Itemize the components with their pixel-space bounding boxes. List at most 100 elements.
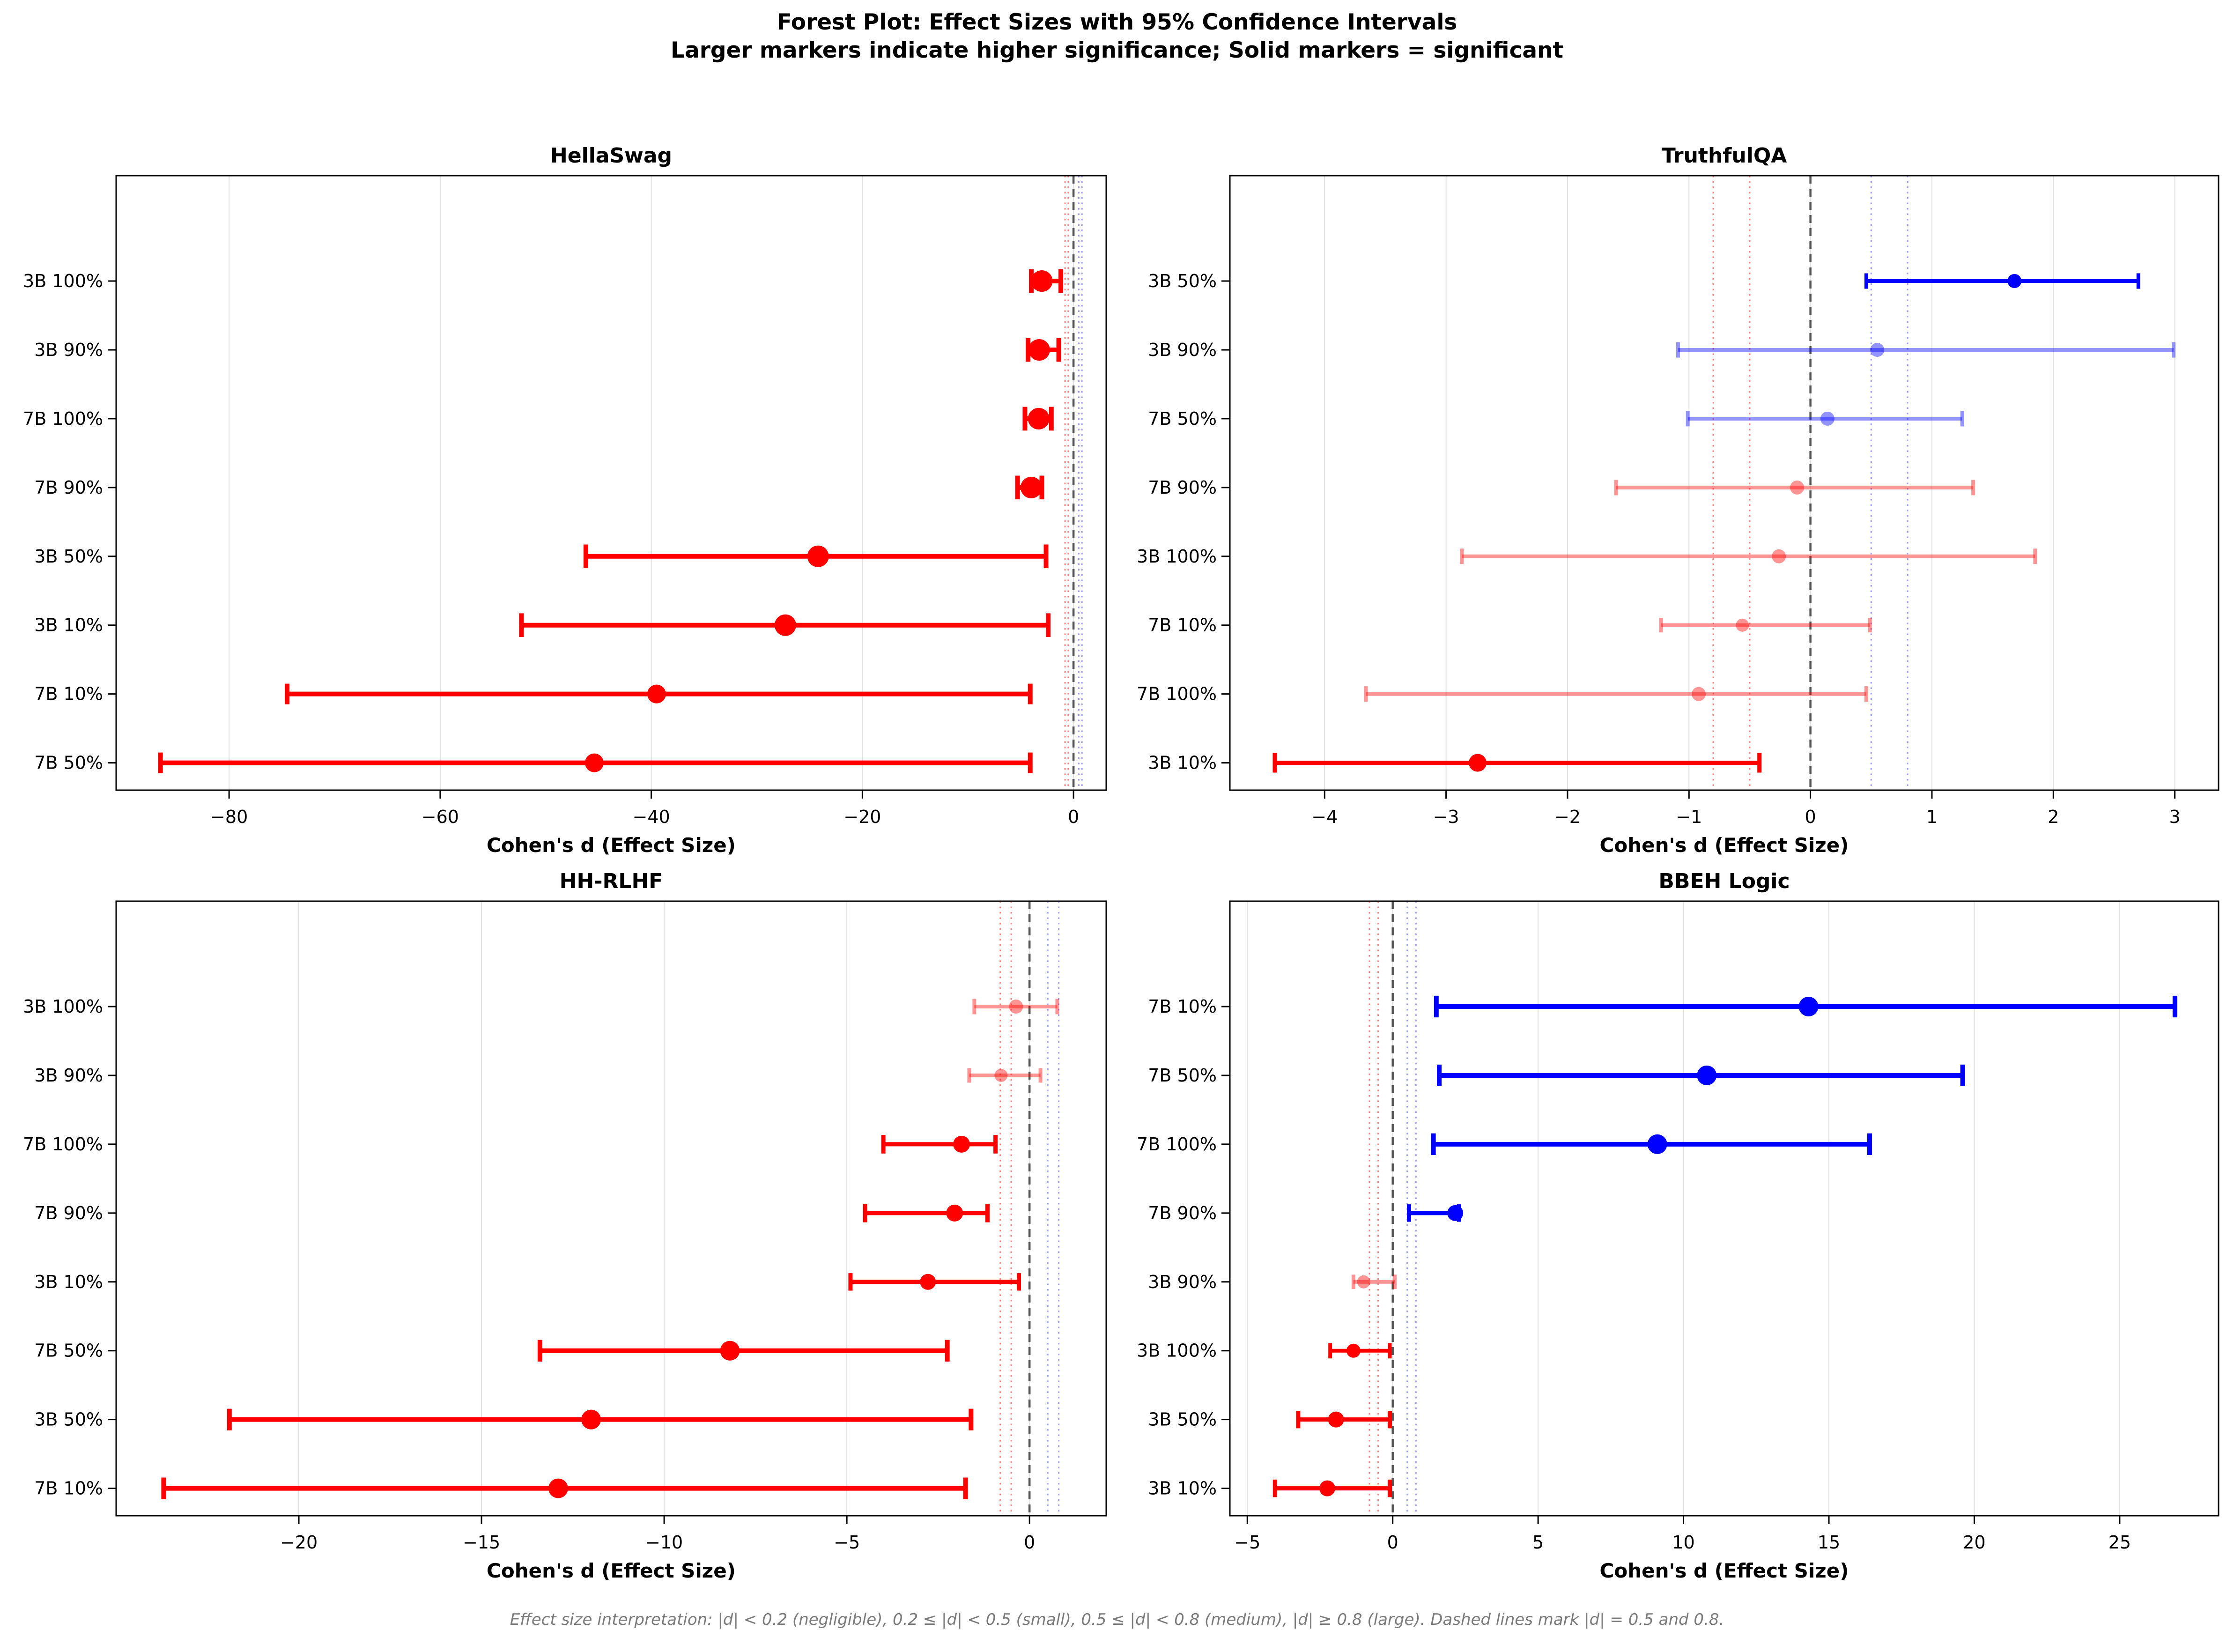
forest-row-truthfulqa-7b-90- [1614, 480, 1975, 496]
x-tick-label: −3 [1433, 807, 1459, 827]
y-tick-label: 7B 10% [1148, 996, 1217, 1017]
x-tick-label: 0 [1024, 1532, 1035, 1553]
y-tick-label: 7B 50% [34, 753, 103, 773]
data-point-marker [548, 1478, 568, 1498]
data-point-marker [1790, 480, 1805, 495]
y-tick-label: 3B 100% [23, 996, 103, 1017]
forest-row-bbeh-logic-3b-10- [1272, 1479, 1392, 1497]
x-axis-label: Cohen's d (Effect Size) [1600, 834, 1849, 857]
y-tick-label: 3B 50% [34, 1409, 103, 1430]
x-tick-label: −1 [1676, 807, 1702, 827]
forest-row-hh-rlhf-7b-100- [881, 1135, 998, 1154]
forest-row-truthfulqa-3b-10- [1272, 753, 1762, 773]
y-tick-label: 7B 10% [34, 1478, 103, 1499]
data-point-marker [581, 1409, 601, 1430]
figure-title-line1: Forest Plot: Effect Sizes with 95% Confi… [777, 9, 1457, 35]
x-tick-label: −20 [280, 1532, 318, 1553]
data-point-marker [1697, 1065, 1717, 1085]
panel-title: HellaSwag [550, 144, 672, 168]
x-tick-label: −2 [1554, 807, 1581, 827]
forest-row-bbeh-logic-3b-90- [1351, 1274, 1397, 1289]
data-point-marker [1028, 339, 1050, 361]
data-point-marker [1319, 1480, 1335, 1496]
data-point-marker [994, 1068, 1008, 1082]
axes-frame [1229, 175, 2219, 791]
data-point-marker [1031, 270, 1053, 292]
panel-title: TruthfulQA [1662, 144, 1787, 168]
y-tick-label: 3B 90% [34, 340, 103, 360]
forest-row-truthfulqa-7b-100- [1364, 686, 1868, 702]
forest-row-hh-rlhf-7b-10- [161, 1477, 968, 1499]
panel-title: BBEH Logic [1658, 869, 1790, 893]
axes-frame [115, 175, 1107, 791]
y-tick-label: 3B 50% [34, 546, 103, 567]
x-tick-label: −5 [1234, 1532, 1260, 1553]
y-tick-label: 3B 10% [34, 615, 103, 636]
y-tick-label: 3B 100% [1137, 546, 1217, 567]
y-tick-label: 7B 50% [1148, 408, 1217, 429]
forest-row-hh-rlhf-7b-90- [863, 1204, 990, 1222]
data-point-marker [774, 614, 796, 636]
forest-row-hh-rlhf-3b-10- [848, 1273, 1021, 1291]
panel-truthfulqa: −4 −3 −2 −1 0 1 2 3 3B 50% 3B 90% 7B 50% 7B 90% 3B 1… [1137, 144, 2219, 857]
y-tick-label: 7B 100% [23, 408, 103, 429]
data-point-marker [584, 753, 604, 772]
y-tick-label: 3B 10% [1148, 1478, 1217, 1499]
y-tick-label: 7B 100% [1137, 684, 1217, 704]
data-point-marker [1736, 618, 1749, 632]
x-axis-label: Cohen's d (Effect Size) [487, 834, 736, 857]
x-axis-label: Cohen's d (Effect Size) [1600, 1559, 1849, 1582]
y-tick-label: 7B 90% [1148, 477, 1217, 498]
y-tick-label: 7B 100% [1137, 1134, 1217, 1155]
data-point-marker [2007, 274, 2022, 289]
x-tick-label: 3 [2169, 807, 2181, 827]
forest-row-hellaswag-7b-100- [1022, 407, 1054, 431]
x-tick-label: 5 [1532, 1532, 1544, 1553]
forest-row-hellaswag-3b-90- [1026, 338, 1061, 362]
y-tick-label: 7B 90% [1148, 1203, 1217, 1223]
y-tick-label: 3B 90% [1148, 340, 1217, 360]
x-tick-label: 20 [1963, 1532, 1985, 1553]
y-tick-label: 3B 100% [1137, 1341, 1217, 1361]
x-tick-label: 25 [2108, 1532, 2131, 1553]
forest-row-hh-rlhf-3b-100- [972, 999, 1059, 1015]
data-point-marker [647, 684, 666, 704]
forest-row-truthfulqa-3b-100- [1460, 548, 2037, 564]
data-point-marker [1870, 342, 1885, 357]
data-point-marker [720, 1341, 740, 1361]
data-point-marker [1798, 997, 1819, 1017]
data-point-marker [1820, 411, 1835, 426]
y-tick-label: 7B 90% [34, 477, 103, 498]
forest-row-hellaswag-7b-10- [285, 683, 1033, 704]
y-tick-label: 3B 10% [1148, 753, 1217, 773]
x-tick-label: 2 [2048, 807, 2059, 827]
forest-row-bbeh-logic-7b-100- [1431, 1133, 1872, 1155]
forest-row-truthfulqa-7b-10- [1659, 618, 1872, 633]
data-point-marker [1346, 1343, 1361, 1358]
panel-hh-rlhf: −20 −15 −10 −5 0 3B 100% 3B 90% 7B 100% 7B 90% 3B… [23, 869, 1107, 1582]
forest-row-bbeh-logic-7b-90- [1406, 1204, 1464, 1222]
figure-title: Forest Plot: Effect Sizes with 95% Confi… [0, 8, 2234, 65]
data-point-marker [1009, 1000, 1023, 1014]
forest-row-hh-rlhf-7b-50- [537, 1340, 950, 1362]
y-tick-label: 3B 10% [34, 1272, 103, 1292]
forest-row-truthfulqa-3b-50- [1864, 273, 2140, 289]
data-point-marker [807, 545, 829, 567]
forest-row-bbeh-logic-7b-50- [1437, 1064, 1965, 1087]
y-tick-label: 7B 10% [1148, 615, 1217, 636]
y-tick-label: 3B 90% [34, 1065, 103, 1086]
forest-row-hellaswag-3b-10- [519, 613, 1051, 637]
forest-row-bbeh-logic-3b-100- [1328, 1343, 1392, 1359]
panel-title: HH-RLHF [560, 869, 663, 893]
x-axis-label: Cohen's d (Effect Size) [487, 1559, 736, 1582]
data-point-marker [1328, 1411, 1344, 1428]
axes-frame [115, 900, 1107, 1517]
y-tick-label: 7B 50% [34, 1341, 103, 1361]
y-tick-label: 7B 10% [34, 684, 103, 704]
x-tick-label: −10 [645, 1532, 683, 1553]
forest-row-truthfulqa-7b-50- [1686, 411, 1964, 427]
x-tick-label: 1 [1926, 807, 1938, 827]
axes-frame [1229, 900, 2219, 1517]
data-point-marker [1469, 754, 1487, 772]
